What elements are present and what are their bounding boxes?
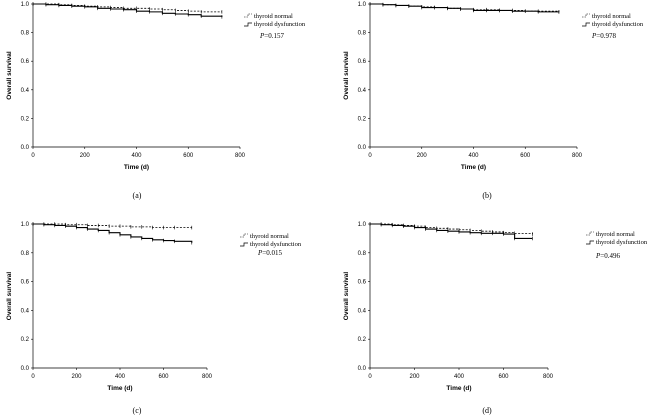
y-axis-label: Overall survival [6, 51, 13, 100]
x-tick-label: 0 [31, 153, 35, 159]
p-value-symbol: P [591, 32, 597, 40]
y-tick-label: 0.0 [358, 145, 367, 151]
chart-panel-3: 0.0 0.2 0.4 0.6 0.8 1.0 0 200 400 600 800 Time (d) O… [6, 222, 302, 415]
p-value-number: =0.978 [596, 32, 616, 40]
y-tick-label: 1.0 [358, 222, 367, 228]
x-tick-label: 400 [454, 374, 465, 380]
legend-swatch-solid [582, 22, 590, 27]
x-tick-label: 0 [368, 153, 372, 159]
x-tick-label: 800 [235, 153, 246, 159]
y-tick-label: 0.8 [358, 31, 367, 37]
y-tick-label: 1.0 [21, 2, 30, 8]
panel-caption: (d) [482, 406, 492, 415]
p-value-symbol: P [595, 252, 601, 260]
panel-caption: (c) [133, 406, 142, 415]
y-tick-label: 1.0 [21, 222, 30, 228]
x-tick-label: 200 [417, 153, 428, 159]
p-value: P=0.015 [257, 249, 282, 257]
y-tick-label: 0.6 [21, 280, 30, 286]
series-line-thyroid-dysfunction [33, 223, 193, 243]
x-tick-label: 0 [31, 374, 35, 380]
x-tick-label: 400 [468, 153, 479, 159]
y-tick-label: 0.2 [358, 337, 367, 343]
x-axis-label: Time (d) [124, 164, 149, 171]
x-tick-label: 200 [409, 374, 420, 380]
x-tick-label: 200 [80, 153, 91, 159]
y-axis-label: Overall survival [343, 272, 350, 321]
y-tick-label: 0.8 [358, 251, 367, 257]
x-tick-label: 400 [115, 374, 126, 380]
y-tick-label: 0.6 [358, 280, 367, 286]
legend-swatch-dashed [240, 233, 248, 238]
x-tick-label: 600 [183, 153, 194, 159]
y-tick-label: 0.6 [358, 59, 367, 65]
x-tick-label: 400 [131, 153, 142, 159]
series-line-thyroid-dysfunction [370, 3, 559, 13]
p-value-number: =0.157 [264, 32, 284, 40]
x-axis-label: Time (d) [446, 385, 471, 392]
legend-swatch-dashed [244, 13, 252, 18]
legend-label: thyroid normal [250, 233, 289, 240]
p-value: P=0.978 [591, 32, 616, 40]
legend-label: thyroid normal [254, 13, 293, 20]
y-tick-label: 0.8 [21, 251, 30, 257]
x-tick-label: 600 [498, 374, 509, 380]
chart-panel-2: 0.0 0.2 0.4 0.6 0.8 1.0 0 200 400 600 800 Time (d) O… [343, 2, 644, 200]
panel-caption: (b) [482, 191, 492, 200]
y-axis-label: Overall survival [6, 272, 13, 321]
y-tick-label: 0.4 [21, 88, 30, 94]
series-line-thyroid-dysfunction [370, 223, 533, 239]
y-tick-label: 0.0 [358, 366, 367, 372]
legend-swatch-solid [244, 22, 252, 27]
x-tick-label: 800 [543, 374, 554, 380]
y-tick-label: 0.0 [21, 145, 30, 151]
legend-swatch-dashed [582, 13, 590, 18]
legend-label: thyroid dysfunction [250, 241, 302, 248]
x-axis-label: Time (d) [461, 164, 486, 171]
legend-label: thyroid normal [596, 231, 635, 238]
x-tick-label: 800 [572, 153, 583, 159]
legend-swatch-solid [586, 240, 594, 245]
legend-label: thyroid normal [592, 13, 631, 20]
x-tick-label: 600 [520, 153, 531, 159]
y-tick-label: 0.8 [21, 31, 30, 37]
legend-swatch-dashed [586, 231, 594, 236]
p-value-number: =0.496 [600, 252, 620, 260]
y-tick-label: 0.4 [358, 308, 367, 314]
chart-panel-4: 0.0 0.2 0.4 0.6 0.8 1.0 0 200 400 600 800 Time (d) O… [343, 222, 648, 415]
x-axis-label: Time (d) [107, 385, 132, 392]
y-tick-label: 0.2 [21, 337, 30, 343]
legend-label: thyroid dysfunction [592, 21, 644, 28]
p-value-symbol: P [259, 32, 265, 40]
p-value-number: =0.015 [262, 249, 282, 257]
p-value: P=0.496 [595, 252, 620, 260]
y-tick-label: 0.4 [358, 88, 367, 94]
legend-label: thyroid dysfunction [596, 239, 648, 246]
x-tick-label: 600 [158, 374, 169, 380]
y-tick-label: 0.2 [358, 116, 367, 122]
y-tick-label: 0.0 [21, 366, 30, 372]
y-tick-label: 1.0 [358, 2, 367, 8]
y-tick-label: 0.6 [21, 59, 30, 65]
y-tick-label: 0.4 [21, 308, 30, 314]
chart-panel-1: 0.0 0.2 0.4 0.6 0.8 1.0 0 200 400 600 800 Time (d) O… [6, 2, 306, 200]
y-tick-label: 0.2 [21, 116, 30, 122]
p-value: P=0.157 [259, 32, 284, 40]
x-tick-label: 200 [71, 374, 82, 380]
legend-swatch-solid [240, 242, 248, 247]
x-tick-label: 0 [368, 374, 372, 380]
legend-label: thyroid dysfunction [254, 21, 306, 28]
y-axis-label: Overall survival [343, 51, 350, 100]
panel-caption: (a) [133, 191, 142, 200]
x-tick-label: 800 [202, 374, 213, 380]
series-line-thyroid-dysfunction [33, 3, 223, 17]
p-value-symbol: P [257, 249, 263, 257]
